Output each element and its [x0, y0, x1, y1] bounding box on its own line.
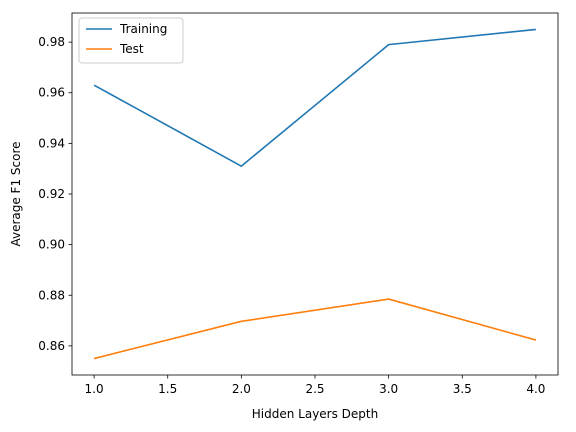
- y-axis-label: Average F1 Score: [9, 141, 23, 246]
- legend-label-test: Test: [119, 42, 144, 56]
- x-axis-label: Hidden Layers Depth: [252, 407, 378, 421]
- series-line-test: [93, 298, 537, 360]
- y-tick-label: 0.88: [38, 288, 65, 302]
- y-tick-label: 0.94: [38, 136, 65, 150]
- y-tick-label: 0.92: [38, 187, 65, 201]
- plot-area: [71, 12, 559, 376]
- x-tick-label: 3.5: [453, 382, 472, 396]
- x-tick-label: 1.5: [158, 382, 177, 396]
- y-tick-label: 0.96: [38, 86, 65, 100]
- plot-frame: [71, 12, 559, 376]
- x-tick-label: 2.5: [305, 382, 324, 396]
- y-tick-label: 0.98: [38, 35, 65, 49]
- legend: Training Test: [78, 17, 184, 64]
- x-tick-label: 3.0: [379, 382, 398, 396]
- x-tick-label: 2.0: [232, 382, 251, 396]
- series-lines: [93, 28, 537, 360]
- y-tick-label: 0.86: [38, 339, 65, 353]
- y-tick-label: 0.90: [38, 238, 65, 252]
- legend-label-training: Training: [119, 22, 167, 36]
- x-tick-label: 1.0: [85, 382, 104, 396]
- x-tick-label: 4.0: [526, 382, 545, 396]
- x-axis: 1.0 1.5 2.0 2.5 3.0 3.5 4.0: [85, 375, 545, 396]
- y-axis: 0.86 0.88 0.90 0.92 0.94 0.96 0.98: [38, 35, 72, 353]
- series-line-training: [93, 28, 536, 167]
